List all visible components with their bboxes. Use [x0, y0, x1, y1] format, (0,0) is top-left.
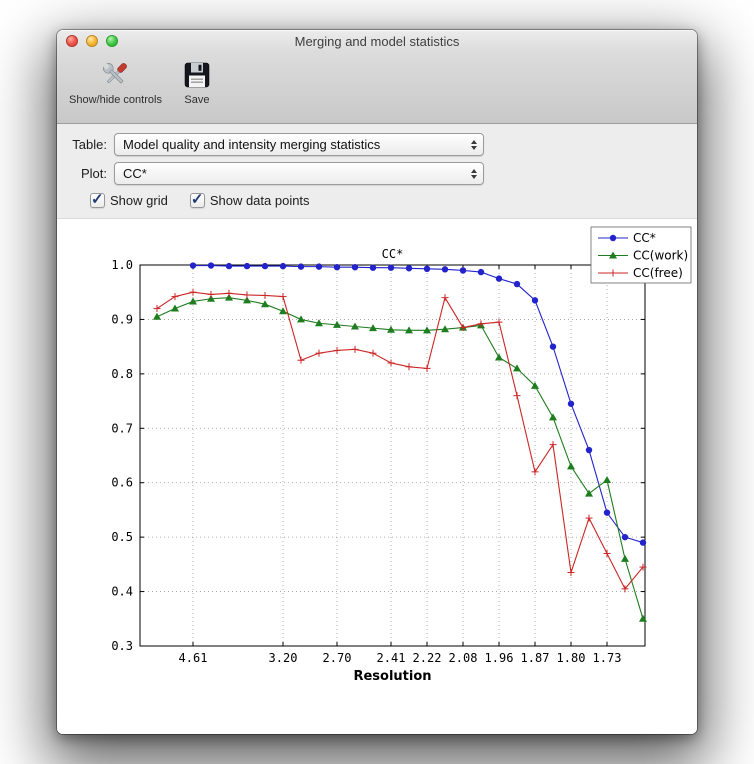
- plot-panel: 0.3 0.4 0.5 0.6 0.7 0.8 0.9 1.0 4.61 3.20 2.70 2.41…: [57, 219, 697, 734]
- svg-text:2.41: 2.41: [377, 651, 406, 665]
- show-grid-checkbox[interactable]: Show grid: [90, 190, 168, 208]
- svg-text:CC(free): CC(free): [633, 266, 683, 280]
- checkbox-box-icon: [189, 190, 205, 208]
- svg-text:0.5: 0.5: [111, 530, 133, 544]
- svg-text:1.80: 1.80: [557, 651, 586, 665]
- svg-text:0.4: 0.4: [111, 585, 133, 599]
- checkbox-label: Show data points: [209, 192, 310, 208]
- toolbar: Show/hide controls Save: [57, 52, 697, 124]
- tool-label: Save: [184, 94, 210, 106]
- table-select[interactable]: Model quality and intensity merging stat…: [114, 133, 484, 156]
- plot-label: Plot:: [80, 166, 107, 181]
- checkbox-label: Show grid: [110, 192, 168, 208]
- traffic-lights: [66, 35, 118, 47]
- svg-text:0.9: 0.9: [111, 312, 133, 326]
- popup-arrows-icon: [471, 134, 477, 155]
- table-row: Table: Model quality and intensity mergi…: [57, 133, 697, 156]
- svg-text:Resolution: Resolution: [353, 669, 431, 684]
- app-window: Merging and model statistics Show/hide c…: [57, 30, 697, 734]
- svg-text:CC*: CC*: [382, 247, 404, 261]
- checkbox-row: Show grid Show data points: [90, 190, 697, 209]
- plot-row: Plot: CC*: [57, 162, 697, 185]
- show-data-points-checkbox[interactable]: Show data points: [189, 190, 310, 208]
- svg-text:2.70: 2.70: [323, 651, 352, 665]
- show-hide-controls-button[interactable]: Show/hide controls: [69, 57, 162, 106]
- checkbox-box-icon: [90, 190, 105, 208]
- zoom-button[interactable]: [106, 35, 118, 47]
- svg-text:CC*: CC*: [633, 231, 656, 245]
- svg-text:0.7: 0.7: [111, 421, 133, 435]
- svg-text:2.22: 2.22: [413, 651, 442, 665]
- table-label: Table:: [72, 137, 107, 152]
- svg-text:1.87: 1.87: [521, 651, 550, 665]
- svg-text:1.0: 1.0: [111, 258, 133, 272]
- window-title: Merging and model statistics: [294, 33, 460, 49]
- plot-select[interactable]: CC*: [114, 162, 484, 185]
- svg-text:3.20: 3.20: [269, 651, 298, 665]
- popup-arrows-icon: [471, 163, 477, 184]
- tools-icon: [97, 57, 133, 93]
- svg-text:1.73: 1.73: [593, 651, 622, 665]
- svg-text:1.96: 1.96: [485, 651, 514, 665]
- save-button[interactable]: Save: [182, 57, 212, 106]
- tool-label: Show/hide controls: [69, 94, 162, 106]
- minimize-button[interactable]: [86, 35, 98, 47]
- svg-text:0.3: 0.3: [111, 639, 133, 653]
- table-select-value: Model quality and intensity merging stat…: [123, 137, 381, 152]
- titlebar[interactable]: Merging and model statistics: [57, 30, 697, 52]
- svg-text:0.6: 0.6: [111, 476, 133, 490]
- plot-select-value: CC*: [123, 166, 147, 181]
- controls-panel: Table: Model quality and intensity mergi…: [57, 124, 697, 219]
- svg-text:CC(work): CC(work): [633, 249, 688, 263]
- svg-text:2.08: 2.08: [449, 651, 478, 665]
- close-button[interactable]: [66, 35, 78, 47]
- svg-text:0.8: 0.8: [111, 367, 133, 381]
- svg-text:4.61: 4.61: [179, 651, 208, 665]
- save-icon: [182, 57, 212, 93]
- merging-statistics-chart: 0.3 0.4 0.5 0.6 0.7 0.8 0.9 1.0 4.61 3.20 2.70 2.41…: [111, 226, 692, 684]
